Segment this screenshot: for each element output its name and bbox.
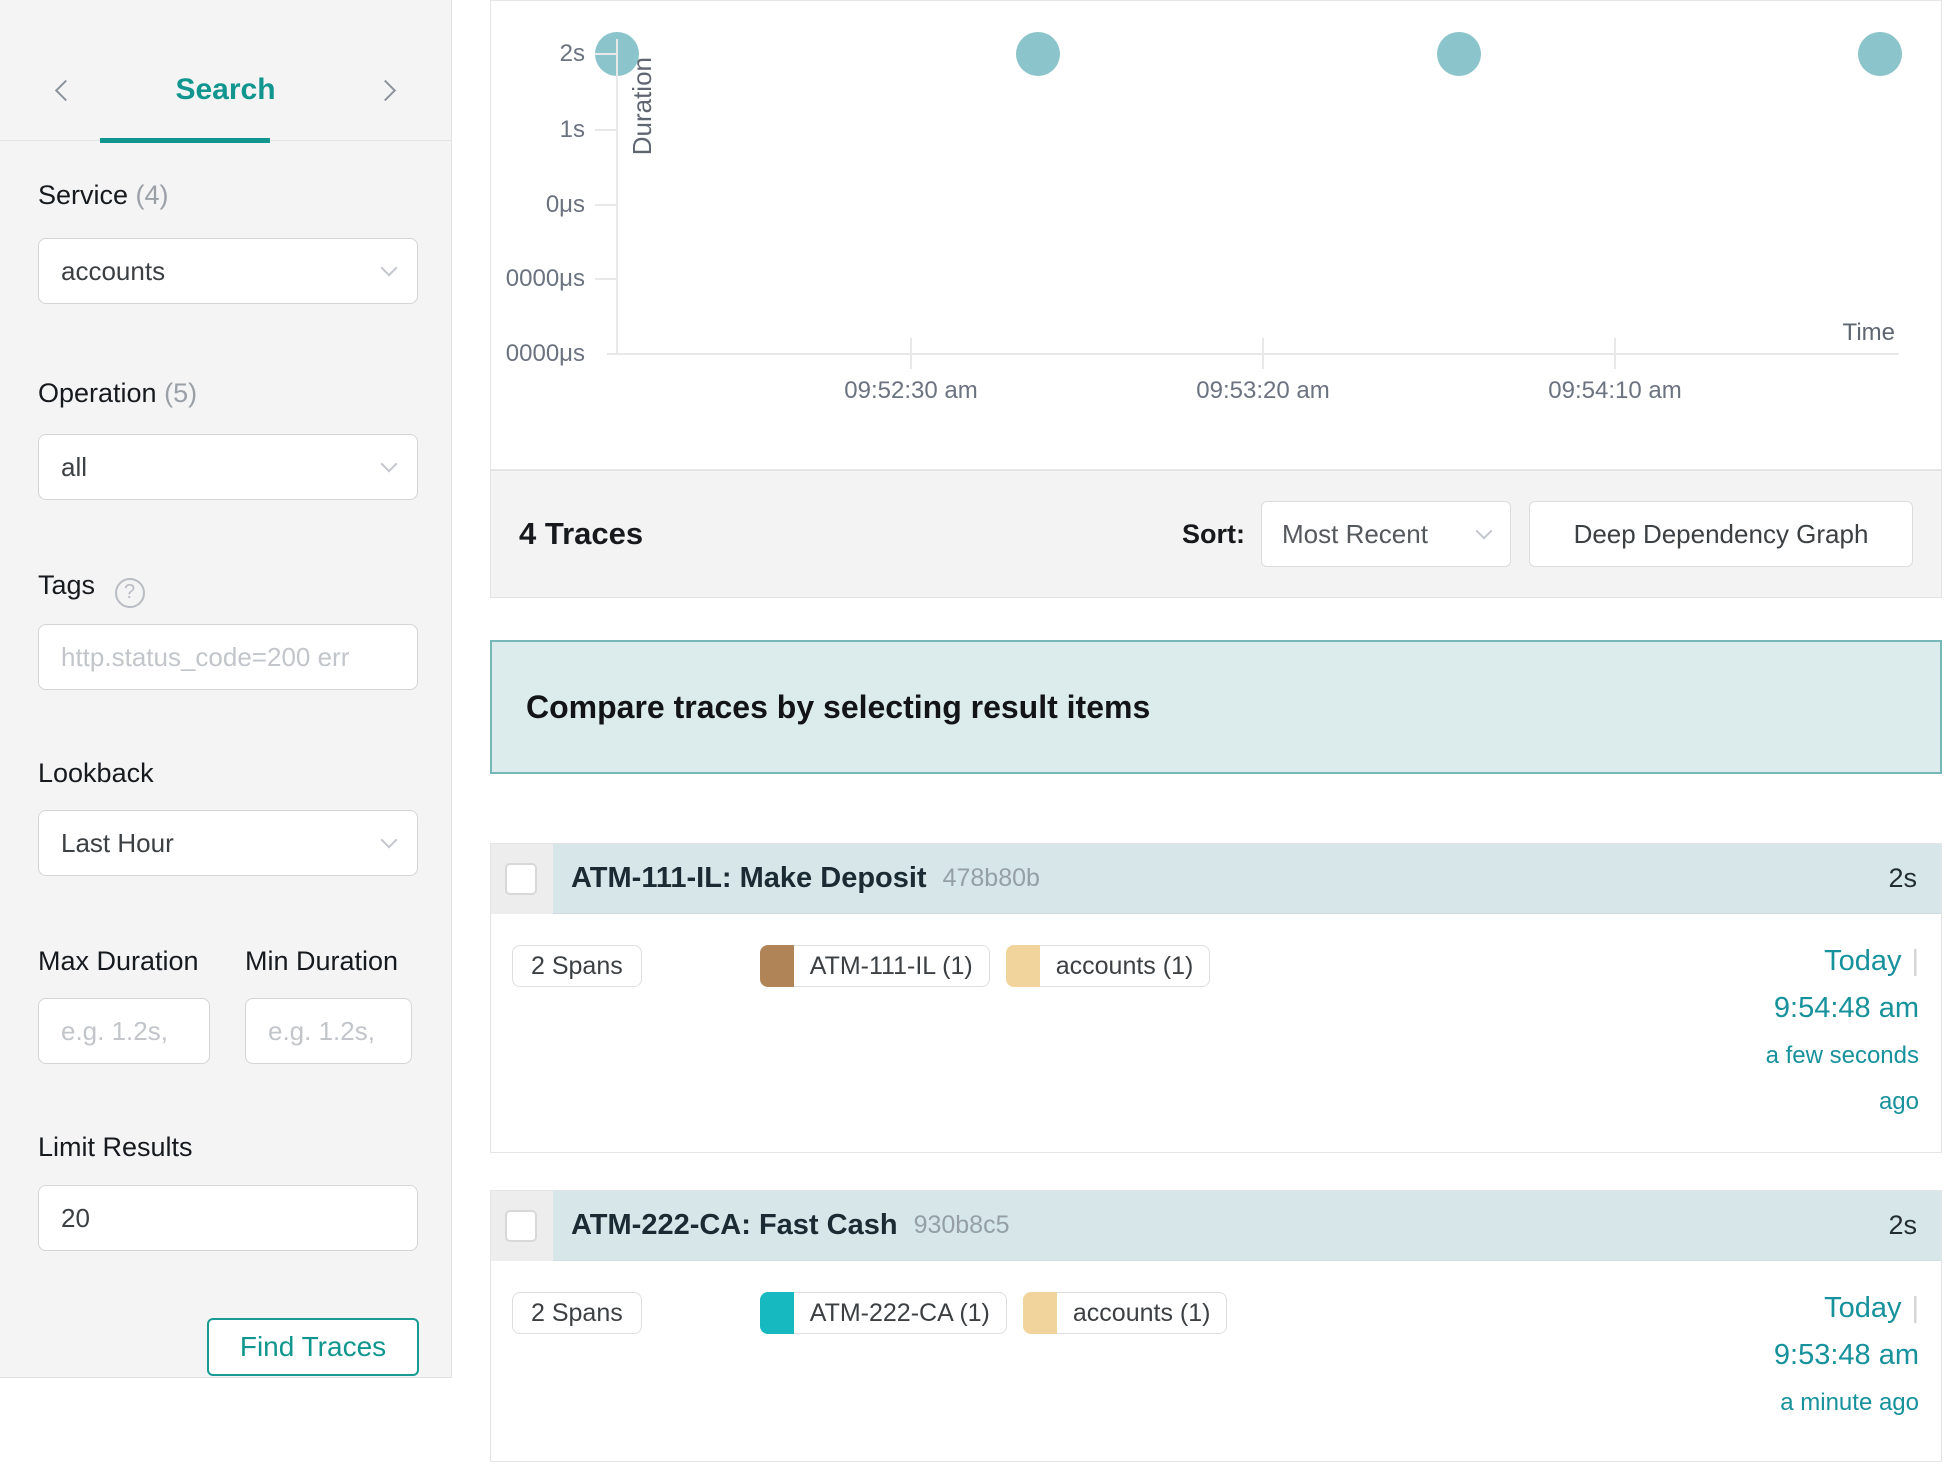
help-icon[interactable]: ? — [114, 577, 145, 608]
trace-title: ATM-222-CA: Fast Cash — [571, 1209, 898, 1241]
trace-card-body: 2 Spans ATM-111-IL (1) accounts (1) Toda… — [491, 914, 1941, 1115]
x-tick — [1262, 338, 1264, 369]
sidebar-header: Search — [0, 62, 451, 118]
sort-label: Sort: — [1182, 518, 1245, 549]
y-tick — [595, 129, 617, 131]
chevron-down-icon — [380, 831, 398, 849]
service-select[interactable]: accounts — [38, 238, 418, 304]
y-tick-label: 1s — [559, 116, 585, 143]
checkbox-cell — [491, 844, 553, 914]
trace-point[interactable] — [1437, 32, 1481, 76]
trace-date: Today — [1824, 1292, 1902, 1324]
service-color-swatch — [1005, 945, 1040, 987]
trace-duration: 2s — [1888, 1210, 1917, 1240]
x-tick-label: 09:52:30 am — [844, 377, 978, 404]
service-chip: accounts (1) — [1005, 945, 1211, 987]
duration-scatter-chart: 2s 1s 0μs 0000μs 0000μs 09:52:30 am 09:5… — [490, 0, 1942, 470]
trace-card-header: ATM-111-IL: Make Deposit 478b80b 2s — [491, 844, 1941, 914]
active-tab-underline — [100, 138, 270, 143]
trace-id: 930b8c5 — [913, 1211, 1010, 1239]
chevron-down-icon — [1475, 522, 1493, 540]
y-tick — [595, 204, 617, 206]
y-tick — [595, 278, 617, 280]
trace-checkbox[interactable] — [505, 863, 537, 895]
trace-card-body: 2 Spans ATM-222-CA (1) accounts (1) Toda… — [491, 1261, 1941, 1461]
min-duration-label: Min Duration — [245, 946, 399, 976]
chevron-down-icon — [380, 259, 398, 277]
x-axis-line — [607, 353, 1899, 355]
main-content: 2s 1s 0μs 0000μs 0000μs 09:52:30 am 09:5… — [490, 0, 1942, 1472]
span-count-chip: 2 Spans — [512, 1292, 642, 1334]
min-duration-input[interactable]: e.g. 1.2s, — [245, 998, 412, 1064]
operation-select[interactable]: all — [38, 434, 418, 500]
trace-card-header: ATM-222-CA: Fast Cash 930b8c5 2s — [491, 1191, 1941, 1261]
trace-header-main[interactable]: ATM-111-IL: Make Deposit 478b80b 2s — [553, 844, 1941, 914]
trace-header-main[interactable]: ATM-222-CA: Fast Cash 930b8c5 2s — [553, 1191, 1941, 1261]
tags-label: Tags ? — [38, 570, 145, 608]
trace-duration: 2s — [1888, 863, 1917, 893]
service-label: Service (4) — [38, 180, 169, 210]
sidebar-title: Search — [175, 73, 276, 106]
x-tick-label: 09:53:20 am — [1196, 377, 1330, 404]
trace-point[interactable] — [1858, 32, 1902, 76]
x-tick-label: 09:54:10 am — [1548, 377, 1682, 404]
y-tick-label: 0000μs — [505, 340, 585, 367]
tags-input[interactable]: http.status_code=200 err — [38, 624, 418, 690]
operation-count: (5) — [164, 378, 198, 408]
trace-time: 9:54:48 am — [1773, 992, 1919, 1024]
trace-title: ATM-111-IL: Make Deposit — [571, 862, 927, 894]
y-tick — [595, 53, 617, 55]
service-chip: accounts (1) — [1022, 1292, 1228, 1334]
y-axis-line — [616, 39, 618, 355]
trace-date: Today — [1824, 945, 1902, 977]
service-color-swatch — [1022, 1292, 1057, 1334]
trace-relative-time: a minute ago — [1780, 1389, 1919, 1416]
max-duration-input[interactable]: e.g. 1.2s, — [38, 998, 210, 1064]
chevron-right-icon[interactable] — [374, 79, 397, 101]
chevron-down-icon — [380, 455, 398, 473]
trace-checkbox[interactable] — [505, 1210, 537, 1242]
x-tick — [910, 338, 912, 369]
service-chip: ATM-111-IL (1) — [759, 945, 990, 987]
trace-time: 9:53:48 am — [1773, 1339, 1919, 1371]
y-tick-label: 0μs — [545, 191, 585, 218]
compare-banner: Compare traces by selecting result items — [490, 640, 1942, 774]
divider: | — [1911, 1292, 1919, 1324]
trace-point[interactable] — [1016, 32, 1060, 76]
results-bar: 4 Traces Sort: Most Recent Deep Dependen… — [490, 470, 1942, 598]
service-color-swatch — [759, 945, 794, 987]
service-count: (4) — [135, 180, 169, 210]
lookback-select[interactable]: Last Hour — [38, 810, 418, 876]
deep-dependency-graph-button[interactable]: Deep Dependency Graph — [1529, 501, 1913, 567]
checkbox-cell — [491, 1191, 553, 1261]
trace-count: 4 Traces — [519, 516, 644, 551]
trace-id: 478b80b — [942, 864, 1040, 892]
span-count-chip: 2 Spans — [512, 945, 642, 987]
operation-label: Operation (5) — [38, 378, 198, 408]
service-color-swatch — [759, 1292, 794, 1334]
find-traces-button[interactable]: Find Traces — [207, 1318, 419, 1376]
limit-results-input[interactable]: 20 — [38, 1185, 418, 1251]
trace-relative-time: a few seconds ago — [1765, 1042, 1919, 1115]
chevron-left-icon[interactable] — [54, 79, 77, 101]
y-axis-title: Duration — [627, 57, 657, 156]
trace-result-card[interactable]: ATM-111-IL: Make Deposit 478b80b 2s 2 Sp… — [490, 843, 1942, 1153]
divider: | — [1911, 945, 1919, 977]
search-sidebar: Search Service (4) accounts Operation (5… — [0, 0, 452, 1378]
trace-timestamp: Today | 9:54:48 am a few seconds ago — [1729, 940, 1919, 1126]
trace-timestamp: Today | 9:53:48 am a minute ago — [1729, 1287, 1919, 1427]
x-axis-title: Time — [1842, 319, 1895, 346]
sort-select[interactable]: Most Recent — [1261, 501, 1511, 567]
lookback-label: Lookback — [38, 758, 154, 788]
limit-results-label: Limit Results — [38, 1132, 193, 1162]
y-tick-label: 0000μs — [505, 265, 585, 292]
y-tick-label: 2s — [559, 40, 585, 67]
x-tick — [1614, 338, 1616, 369]
max-duration-label: Max Duration — [38, 946, 199, 976]
trace-result-card[interactable]: ATM-222-CA: Fast Cash 930b8c5 2s 2 Spans… — [490, 1190, 1942, 1462]
service-chip: ATM-222-CA (1) — [759, 1292, 1007, 1334]
